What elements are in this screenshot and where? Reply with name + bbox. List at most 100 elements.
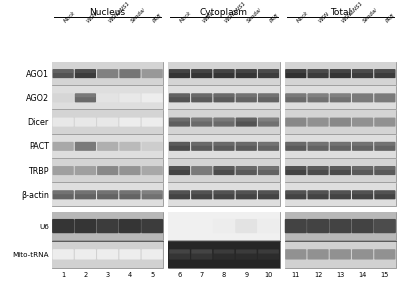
Bar (96, 183, 119, 206)
Bar (329, 135, 352, 158)
FancyBboxPatch shape (142, 69, 163, 78)
FancyBboxPatch shape (97, 142, 118, 151)
FancyBboxPatch shape (169, 166, 190, 175)
Bar (168, 62, 190, 85)
FancyBboxPatch shape (258, 69, 279, 73)
FancyBboxPatch shape (330, 166, 351, 175)
Bar (352, 212, 374, 240)
Bar (168, 183, 190, 206)
Bar (168, 159, 280, 182)
FancyBboxPatch shape (169, 191, 190, 194)
FancyBboxPatch shape (374, 93, 396, 102)
Text: WSNΔNS1: WSNΔNS1 (224, 0, 247, 24)
FancyBboxPatch shape (97, 219, 119, 233)
Text: AGO1: AGO1 (26, 70, 49, 79)
Bar (258, 110, 280, 134)
FancyBboxPatch shape (307, 219, 329, 233)
FancyBboxPatch shape (75, 69, 96, 78)
Bar (352, 110, 374, 134)
Bar (96, 86, 119, 109)
FancyBboxPatch shape (308, 93, 329, 102)
FancyBboxPatch shape (192, 69, 212, 73)
FancyBboxPatch shape (352, 249, 373, 259)
FancyBboxPatch shape (97, 69, 118, 78)
FancyBboxPatch shape (330, 190, 351, 199)
Bar (258, 135, 280, 158)
Text: WSN: WSN (202, 11, 214, 24)
Bar (285, 159, 396, 182)
Bar (235, 241, 258, 268)
Bar (96, 241, 119, 268)
FancyBboxPatch shape (169, 166, 190, 170)
Bar (374, 62, 396, 85)
FancyBboxPatch shape (214, 69, 234, 73)
FancyBboxPatch shape (374, 249, 396, 259)
Bar (329, 110, 352, 134)
Text: Mock: Mock (63, 10, 77, 24)
Bar (374, 86, 396, 109)
FancyBboxPatch shape (75, 118, 96, 127)
FancyBboxPatch shape (214, 94, 234, 97)
Bar (285, 110, 307, 134)
FancyBboxPatch shape (308, 94, 328, 97)
Bar (52, 241, 163, 268)
Bar (213, 183, 235, 206)
Bar (168, 110, 190, 134)
Text: Sendai: Sendai (130, 7, 147, 24)
FancyBboxPatch shape (97, 118, 118, 127)
Bar (307, 241, 329, 268)
FancyBboxPatch shape (352, 166, 373, 175)
Bar (52, 183, 163, 206)
FancyBboxPatch shape (214, 69, 234, 78)
Bar (258, 212, 280, 240)
Text: WSNΔNS1: WSNΔNS1 (340, 0, 364, 24)
FancyBboxPatch shape (258, 142, 279, 151)
FancyBboxPatch shape (119, 142, 140, 151)
FancyBboxPatch shape (192, 142, 212, 146)
FancyBboxPatch shape (52, 142, 74, 151)
Bar (329, 183, 352, 206)
Text: 1: 1 (61, 272, 65, 278)
Bar (52, 159, 163, 182)
FancyBboxPatch shape (141, 219, 163, 233)
Bar (168, 241, 280, 268)
FancyBboxPatch shape (75, 191, 96, 194)
Bar (141, 86, 163, 109)
FancyBboxPatch shape (258, 191, 279, 194)
FancyBboxPatch shape (330, 69, 351, 73)
Bar (374, 183, 396, 206)
FancyBboxPatch shape (236, 190, 257, 199)
Bar (168, 135, 190, 158)
FancyBboxPatch shape (191, 190, 212, 199)
Bar (141, 183, 163, 206)
FancyBboxPatch shape (308, 118, 329, 127)
FancyBboxPatch shape (286, 94, 306, 97)
Bar (168, 183, 280, 206)
FancyBboxPatch shape (97, 190, 118, 199)
Bar (190, 135, 213, 158)
Bar (285, 183, 307, 206)
Text: 3: 3 (106, 272, 110, 278)
Text: PACT: PACT (29, 142, 49, 151)
FancyBboxPatch shape (235, 219, 257, 233)
FancyBboxPatch shape (236, 118, 256, 121)
FancyBboxPatch shape (308, 191, 328, 194)
FancyBboxPatch shape (285, 166, 306, 175)
FancyBboxPatch shape (258, 69, 279, 78)
Bar (119, 62, 141, 85)
FancyBboxPatch shape (236, 166, 256, 170)
FancyBboxPatch shape (308, 142, 329, 151)
Bar (307, 135, 329, 158)
Bar (52, 86, 74, 109)
FancyBboxPatch shape (119, 249, 140, 259)
Text: Sendai: Sendai (246, 7, 263, 24)
FancyBboxPatch shape (236, 69, 256, 73)
FancyBboxPatch shape (374, 191, 395, 194)
FancyBboxPatch shape (214, 249, 234, 253)
FancyBboxPatch shape (142, 118, 163, 127)
Bar (141, 212, 163, 240)
Text: PR8: PR8 (268, 12, 280, 24)
Bar (52, 212, 163, 240)
FancyBboxPatch shape (119, 118, 140, 127)
FancyBboxPatch shape (308, 69, 328, 73)
